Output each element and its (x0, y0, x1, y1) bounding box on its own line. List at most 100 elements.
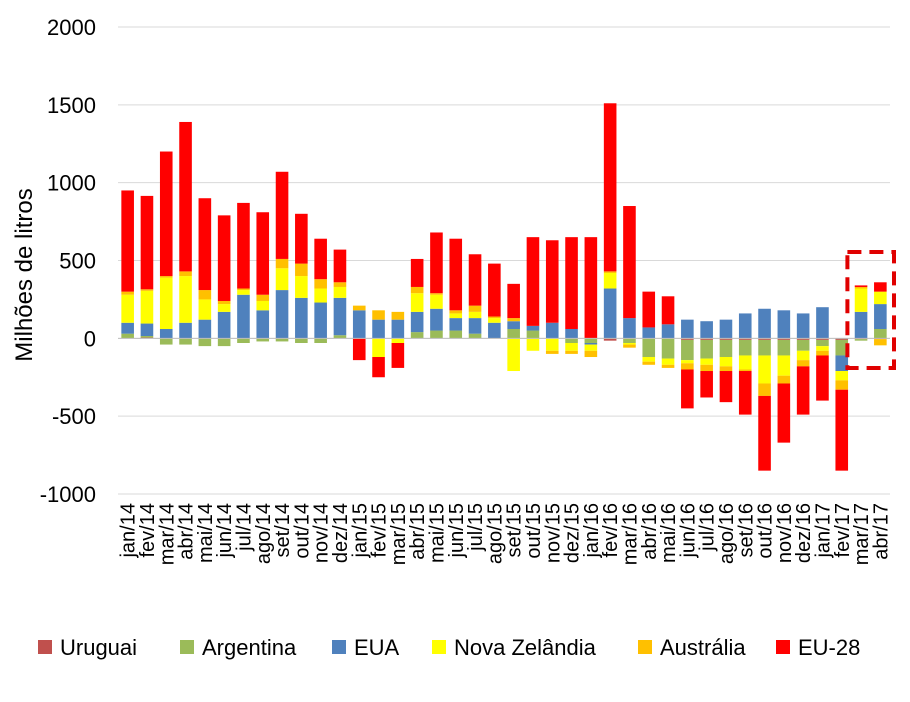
bar-segment (410, 332, 424, 339)
legend-item: Austrália (638, 635, 746, 660)
bar-segment (159, 338, 173, 345)
x-tick-label: out/15 (523, 503, 545, 559)
bar-segment (545, 350, 559, 354)
bar-segment (719, 339, 733, 358)
bar-segment (565, 350, 578, 354)
legend: Uruguai Argentina EUA Nova Zelândia Austráli… (38, 635, 860, 660)
bar-segment (796, 338, 810, 340)
bar-segment (719, 366, 733, 372)
bar-segment (796, 360, 810, 367)
bar-segment (430, 308, 443, 331)
bar-segment (700, 358, 713, 365)
x-tick-label: abr/16 (639, 503, 661, 560)
bar-segment (835, 389, 849, 471)
bar-segment (816, 339, 829, 347)
bar-segment (835, 380, 849, 390)
bar-segment (507, 338, 520, 372)
legend-label: Argentina (202, 635, 297, 660)
x-tick-label: nov/14 (311, 503, 333, 563)
bar-segment (719, 357, 733, 367)
bar-segment (372, 319, 385, 339)
y-tick-label: 2000 (47, 15, 96, 40)
bar-segment (565, 338, 578, 343)
x-tick-label: mai/16 (658, 503, 680, 563)
bar-segment (507, 328, 520, 339)
bar-segment (140, 336, 154, 338)
bar-segment (758, 339, 771, 356)
bar-segment (584, 338, 598, 343)
x-tick-label: jun/15 (446, 503, 468, 559)
bar-segment (526, 325, 540, 331)
bar-segment (179, 276, 192, 323)
bar-segment (198, 299, 212, 320)
bar-segment (275, 258, 289, 269)
bar-segment (565, 237, 578, 329)
x-tick-label: jul/15 (465, 503, 487, 552)
bar-segment (372, 357, 385, 378)
bar-segment (179, 271, 192, 277)
bar-segment (507, 283, 520, 319)
bar-segment (121, 190, 134, 292)
legend-label: Uruguai (60, 635, 137, 660)
x-tick-label: nov/16 (774, 503, 796, 563)
bar-segment (854, 288, 868, 312)
bar-segment (140, 289, 154, 291)
bar-segment (237, 294, 250, 339)
bar-segment (295, 297, 308, 339)
x-tick-label: fev/16 (600, 503, 622, 557)
bar-segment (623, 318, 636, 339)
legend-swatch (432, 640, 446, 654)
bar-segment (816, 338, 829, 340)
bar-segment (661, 358, 675, 365)
y-tick-label: 0 (84, 326, 96, 351)
bar-segment (835, 355, 849, 372)
bar-segment (854, 286, 868, 289)
bar-segment (488, 263, 501, 317)
bar-segment (121, 322, 134, 334)
bar-segment (777, 310, 791, 339)
bar-segment (816, 346, 829, 351)
bar-segment (295, 263, 308, 277)
bar-segment (700, 338, 713, 340)
bar-segment (738, 371, 752, 415)
bar-segment (217, 311, 231, 339)
x-tick-label: jun/16 (677, 503, 699, 559)
bar-segment (333, 286, 347, 298)
bar-segment (796, 339, 810, 351)
legend-label: EU-28 (798, 635, 860, 660)
bar-segment (623, 344, 636, 348)
legend-item: Nova Zelândia (432, 635, 597, 660)
bar-segment (333, 297, 347, 336)
bar-segment (352, 310, 366, 339)
bar-segment (738, 355, 752, 370)
bar-segment (391, 338, 405, 343)
y-tick-label: 500 (59, 249, 96, 274)
bar-segment (198, 198, 212, 291)
bar-segment (565, 328, 578, 339)
x-tick-label: fev/14 (137, 503, 159, 557)
bar-segment (719, 338, 733, 340)
bar-segment (545, 240, 559, 323)
y-tick-label: 1500 (47, 93, 96, 118)
bar-segment (449, 310, 463, 314)
bar-segment (468, 311, 482, 319)
bar-segment (179, 121, 192, 272)
bar-segment (295, 213, 308, 264)
bar-segment (661, 364, 675, 368)
bar-segment (681, 363, 694, 370)
x-tick-label: out/14 (291, 503, 313, 559)
bar-segment (545, 322, 559, 339)
bar-segment (468, 333, 482, 339)
bar-segment (391, 319, 405, 339)
bar-segment (719, 319, 733, 339)
legend-item: EU-28 (776, 635, 860, 660)
bar-segment (391, 343, 405, 368)
bar-segment (603, 271, 617, 273)
bar-segment (217, 338, 231, 347)
bar-segment (835, 339, 849, 356)
legend-label: EUA (354, 635, 400, 660)
bar-segment (758, 355, 771, 384)
bar-segment (468, 318, 482, 334)
